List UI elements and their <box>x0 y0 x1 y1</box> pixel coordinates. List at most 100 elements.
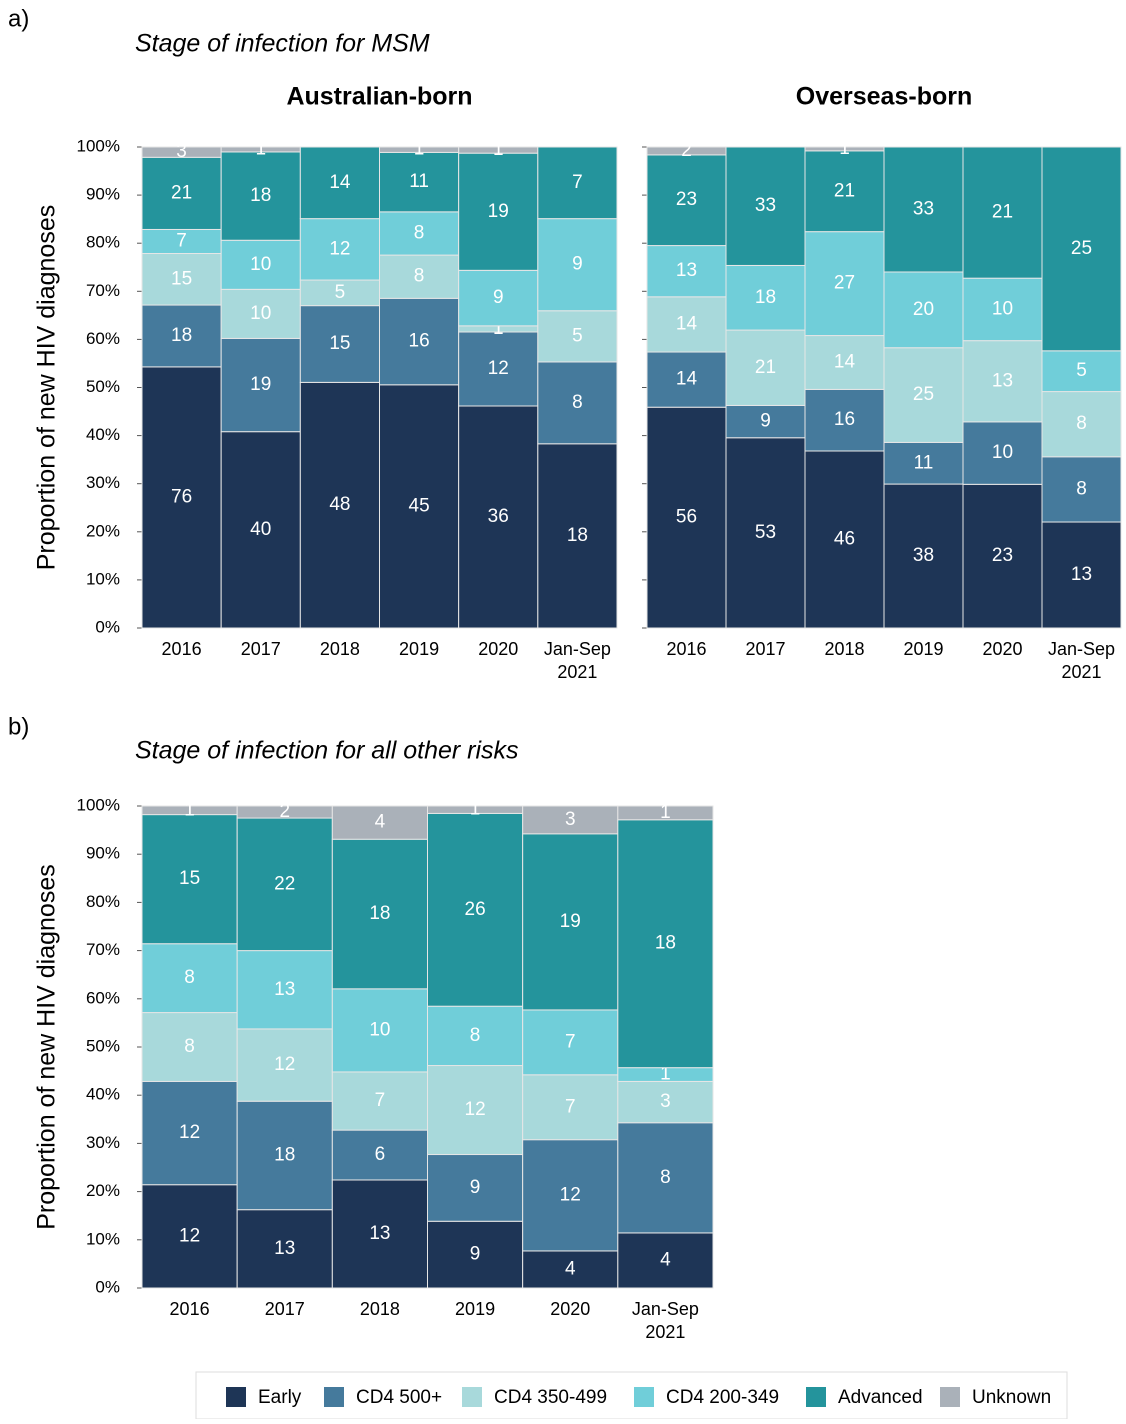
data-label: 9 <box>470 1177 481 1198</box>
data-label: 18 <box>655 933 676 954</box>
data-label: 8 <box>1076 478 1087 499</box>
data-label: 8 <box>184 1036 195 1057</box>
facet-title: Australian-born <box>286 83 472 111</box>
data-label: 7 <box>565 1031 576 1052</box>
data-label: 27 <box>834 273 855 294</box>
legend-swatch <box>226 1387 246 1407</box>
data-label: 21 <box>992 202 1013 223</box>
data-label: 20 <box>913 299 934 320</box>
data-label: 13 <box>369 1223 390 1244</box>
data-label: 11 <box>914 452 934 473</box>
y-tick-label: 80% <box>86 233 120 252</box>
data-label: 12 <box>488 358 509 379</box>
y-tick-label: 0% <box>95 617 120 636</box>
bar-segment <box>522 1074 619 1141</box>
data-label: 4 <box>660 1249 671 1270</box>
data-label: 1 <box>493 318 504 339</box>
x-tick-label: Jan-Sep 2021 <box>1048 639 1115 682</box>
y-tick-label: 10% <box>86 1229 120 1248</box>
data-label: 3 <box>565 809 576 830</box>
data-label: 8 <box>414 266 425 287</box>
y-tick-label: 20% <box>86 521 120 540</box>
x-tick-label: Jan-Sep 2021 <box>544 639 611 682</box>
data-label: 18 <box>250 185 271 206</box>
x-tick-label: 2018 <box>360 1299 400 1319</box>
data-label: 1 <box>184 799 195 820</box>
bar-segment <box>458 405 539 629</box>
x-tick-label: 2017 <box>265 1299 305 1319</box>
x-tick-label: 2018 <box>320 639 360 659</box>
bar-segment <box>1041 146 1122 352</box>
bar-segment <box>141 1184 238 1289</box>
y-axis-label: Proportion of new HIV diagnoses <box>33 864 61 1230</box>
x-tick-label: 2016 <box>170 1299 210 1319</box>
data-label: 36 <box>488 506 509 527</box>
data-label: 1 <box>660 802 671 823</box>
y-tick-label: 50% <box>86 377 120 396</box>
data-label: 1 <box>414 139 425 160</box>
legend-label: Unknown <box>972 1387 1051 1408</box>
bar-segment <box>617 805 714 821</box>
data-label: 2 <box>681 140 692 161</box>
chart-title: Stage of infection for all other risks <box>135 737 519 765</box>
data-label: 25 <box>913 384 934 405</box>
data-label: 16 <box>409 331 430 352</box>
x-tick-label: 2016 <box>162 639 202 659</box>
bar-segment <box>236 1100 333 1211</box>
data-label: 10 <box>992 298 1013 319</box>
data-label: 12 <box>179 1225 200 1246</box>
data-label: 21 <box>755 357 776 378</box>
bar-segment <box>522 1139 619 1252</box>
legend-label: CD4 350-499 <box>494 1387 607 1408</box>
bar-segment <box>141 228 222 255</box>
x-tick-label: 2018 <box>824 639 864 659</box>
data-label: 2 <box>279 801 290 822</box>
bar-segment <box>141 366 222 629</box>
y-tick-label: 10% <box>86 569 120 588</box>
data-label: 5 <box>1076 360 1087 381</box>
bar-segment <box>962 340 1043 423</box>
data-label: 14 <box>834 352 856 373</box>
y-tick-label: 50% <box>86 1036 120 1055</box>
bar-segment <box>220 288 301 339</box>
data-label: 18 <box>567 525 588 546</box>
bar-segment <box>804 150 885 233</box>
legend-label: Advanced <box>838 1387 923 1408</box>
bar-segment <box>220 431 301 629</box>
bar-segment <box>725 329 806 406</box>
bar-segment <box>617 819 714 1069</box>
y-tick-label: 100% <box>77 136 120 155</box>
x-tick-label: 2019 <box>455 1299 495 1319</box>
y-tick-label: 60% <box>86 988 120 1007</box>
y-tick-label: 40% <box>86 425 120 444</box>
bar-segment <box>522 1250 619 1289</box>
data-label: 48 <box>329 494 350 515</box>
bar-segment <box>804 450 885 629</box>
bar-segment <box>458 331 539 407</box>
data-label: 15 <box>329 333 350 354</box>
y-tick-label: 100% <box>77 795 120 814</box>
data-label: 15 <box>179 868 200 889</box>
legend-swatch <box>462 1387 482 1407</box>
bar-segment <box>236 817 333 952</box>
data-label: 9 <box>470 1244 481 1265</box>
data-label: 45 <box>409 495 430 516</box>
bar-segment <box>646 351 727 408</box>
data-label: 8 <box>470 1025 481 1046</box>
bar-segment <box>236 950 333 1030</box>
y-tick-label: 40% <box>86 1085 120 1104</box>
bar-segment <box>236 1028 333 1102</box>
bar-segment <box>522 833 619 1011</box>
bar-segment <box>646 406 727 629</box>
data-label: 23 <box>992 545 1013 566</box>
bar-segment <box>617 1232 714 1289</box>
data-label: 8 <box>184 967 195 988</box>
x-tick-label: 2020 <box>982 639 1022 659</box>
data-label: 25 <box>1071 238 1092 259</box>
bar-segment <box>646 296 727 353</box>
data-label: 13 <box>676 260 697 281</box>
data-label: 23 <box>676 189 697 210</box>
bar-segment <box>962 421 1043 485</box>
data-label: 1 <box>660 1064 671 1085</box>
data-label: 12 <box>274 1054 295 1075</box>
